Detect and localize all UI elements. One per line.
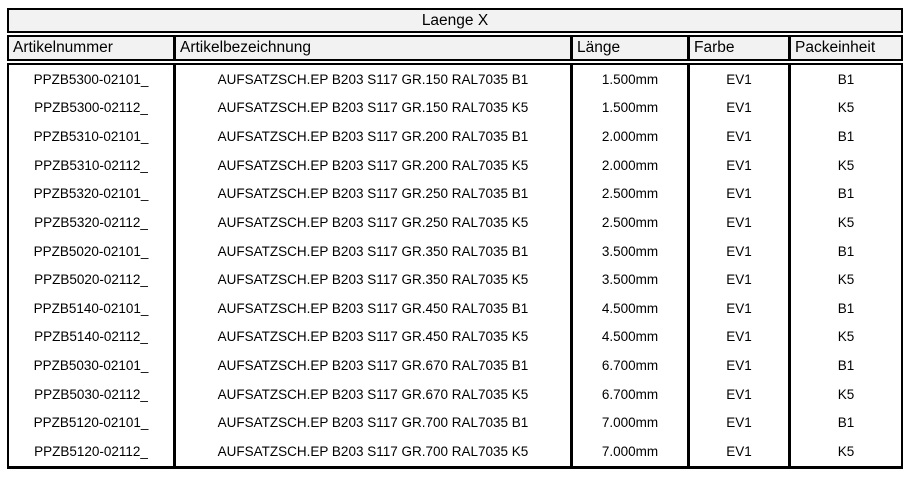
cell-artikelnummer: PPZB5020-02112_: [34, 272, 148, 288]
cell-packeinheit: B1: [788, 408, 901, 438]
cell-laenge: 1.500mm: [570, 93, 687, 123]
cell-artikelnummer: PPZB5030-02112_: [34, 386, 148, 402]
table-title: Laenge X: [7, 8, 903, 33]
column-header-farbe: Farbe: [687, 37, 788, 59]
cell-laenge: 1.500mm: [570, 65, 687, 94]
cell-packeinheit: B1: [788, 351, 901, 380]
table-row: PPZB5120-02101_ AUFSATZSCH.EP B203 S117 …: [9, 408, 901, 438]
cell-farbe: EV1: [687, 294, 788, 323]
cell-artikelnummer: PPZB5140-02101_: [33, 300, 149, 316]
cell-artikelnummer: PPZB5140-02112_: [34, 329, 148, 345]
cell-farbe: EV1: [687, 150, 788, 180]
cell-artikelnummer: PPZB5300-02112_: [34, 100, 148, 116]
cell-farbe: EV1: [687, 322, 788, 352]
table-row: PPZB5120-02112_ AUFSATZSCH.EP B203 S117 …: [9, 437, 901, 466]
cell-artikelnummer: PPZB5300-02101_: [33, 71, 149, 87]
cell-artikelnummer: PPZB5120-02101_: [33, 415, 149, 431]
cell-artikelnummer: PPZB5120-02112_: [34, 443, 148, 459]
cell-packeinheit: K5: [788, 437, 901, 466]
column-header-artikelnummer: Artikelnummer: [13, 39, 113, 56]
cell-laenge: 7.000mm: [570, 437, 687, 466]
cell-packeinheit: K5: [788, 379, 901, 409]
cell-artikelbezeichnung: AUFSATZSCH.EP B203 S117 GR.350 RAL7035 B…: [173, 236, 570, 266]
column-header-packeinheit: Packeinheit: [788, 37, 901, 59]
cell-laenge: 2.000mm: [570, 150, 687, 180]
cell-laenge: 6.700mm: [570, 351, 687, 380]
table-row: PPZB5030-02112_ AUFSATZSCH.EP B203 S117 …: [9, 379, 901, 409]
cell-artikelbezeichnung: AUFSATZSCH.EP B203 S117 GR.250 RAL7035 B…: [173, 179, 570, 209]
cell-laenge: 3.500mm: [570, 236, 687, 266]
cell-farbe: EV1: [687, 265, 788, 294]
cell-packeinheit: B1: [788, 179, 901, 209]
cell-artikelbezeichnung: AUFSATZSCH.EP B203 S117 GR.450 RAL7035 B…: [173, 294, 570, 323]
cell-packeinheit: B1: [788, 236, 901, 266]
cell-farbe: EV1: [687, 122, 788, 151]
table-row: PPZB5320-02101_ AUFSATZSCH.EP B203 S117 …: [9, 179, 901, 209]
table-row: PPZB5140-02101_ AUFSATZSCH.EP B203 S117 …: [9, 294, 901, 323]
cell-artikelbezeichnung: AUFSATZSCH.EP B203 S117 GR.150 RAL7035 B…: [173, 65, 570, 94]
cell-farbe: EV1: [687, 208, 788, 237]
cell-packeinheit: K5: [788, 265, 901, 294]
cell-artikelbezeichnung: AUFSATZSCH.EP B203 S117 GR.150 RAL7035 K…: [173, 93, 570, 123]
cell-artikelbezeichnung: AUFSATZSCH.EP B203 S117 GR.200 RAL7035 K…: [173, 150, 570, 180]
cell-artikelnummer: PPZB5320-02112_: [34, 214, 148, 230]
cell-farbe: EV1: [687, 437, 788, 466]
cell-laenge: 6.700mm: [570, 379, 687, 409]
cell-laenge: 2.500mm: [570, 208, 687, 237]
cell-artikelnummer: PPZB5020-02101_: [33, 243, 149, 259]
cell-packeinheit: K5: [788, 93, 901, 123]
cell-packeinheit: B1: [788, 294, 901, 323]
cell-laenge: 3.500mm: [570, 265, 687, 294]
cell-artikelbezeichnung: AUFSATZSCH.EP B203 S117 GR.250 RAL7035 K…: [173, 208, 570, 237]
table-row: PPZB5320-02112_ AUFSATZSCH.EP B203 S117 …: [9, 208, 901, 237]
cell-artikelbezeichnung: AUFSATZSCH.EP B203 S117 GR.700 RAL7035 K…: [173, 437, 570, 466]
cell-artikelbezeichnung: AUFSATZSCH.EP B203 S117 GR.700 RAL7035 B…: [173, 408, 570, 438]
cell-artikelbezeichnung: AUFSATZSCH.EP B203 S117 GR.670 RAL7035 B…: [173, 351, 570, 380]
table-row: PPZB5020-02112_ AUFSATZSCH.EP B203 S117 …: [9, 265, 901, 294]
cell-artikelbezeichnung: AUFSATZSCH.EP B203 S117 GR.200 RAL7035 B…: [173, 122, 570, 151]
table-header-row: Artikelnummer Artikelbezeichnung Länge F…: [7, 35, 903, 61]
table-row: PPZB5300-02112_ AUFSATZSCH.EP B203 S117 …: [9, 93, 901, 123]
table-row: PPZB5310-02101_ AUFSATZSCH.EP B203 S117 …: [9, 122, 901, 151]
cell-artikelbezeichnung: AUFSATZSCH.EP B203 S117 GR.670 RAL7035 K…: [173, 379, 570, 409]
product-table: Laenge X Artikelnummer Artikelbezeichnun…: [7, 8, 903, 469]
cell-laenge: 4.500mm: [570, 294, 687, 323]
cell-artikelnummer: PPZB5320-02101_: [33, 186, 149, 202]
cell-artikelbezeichnung: AUFSATZSCH.EP B203 S117 GR.450 RAL7035 K…: [173, 322, 570, 352]
table-row: PPZB5310-02112_ AUFSATZSCH.EP B203 S117 …: [9, 150, 901, 180]
table-row: PPZB5300-02101_ AUFSATZSCH.EP B203 S117 …: [9, 65, 901, 94]
cell-artikelnummer: PPZB5030-02101_: [33, 358, 149, 374]
table-row: PPZB5030-02101_ AUFSATZSCH.EP B203 S117 …: [9, 351, 901, 380]
cell-farbe: EV1: [687, 93, 788, 123]
cell-packeinheit: K5: [788, 208, 901, 237]
table-body: PPZB5300-02101_ AUFSATZSCH.EP B203 S117 …: [7, 63, 903, 469]
column-header-laenge: Länge: [570, 37, 687, 59]
column-header-artikelbezeichnung: Artikelbezeichnung: [173, 37, 570, 59]
table-row: PPZB5140-02112_ AUFSATZSCH.EP B203 S117 …: [9, 322, 901, 352]
cell-packeinheit: B1: [788, 122, 901, 151]
cell-packeinheit: B1: [788, 65, 901, 94]
cell-farbe: EV1: [687, 408, 788, 438]
cell-laenge: 2.500mm: [570, 179, 687, 209]
cell-farbe: EV1: [687, 179, 788, 209]
cell-artikelnummer: PPZB5310-02101_: [33, 129, 149, 145]
cell-packeinheit: K5: [788, 150, 901, 180]
cell-farbe: EV1: [687, 236, 788, 266]
cell-artikelbezeichnung: AUFSATZSCH.EP B203 S117 GR.350 RAL7035 K…: [173, 265, 570, 294]
cell-farbe: EV1: [687, 351, 788, 380]
cell-laenge: 4.500mm: [570, 322, 687, 352]
cell-packeinheit: K5: [788, 322, 901, 352]
cell-laenge: 2.000mm: [570, 122, 687, 151]
cell-farbe: EV1: [687, 65, 788, 94]
cell-artikelnummer: PPZB5310-02112_: [34, 157, 148, 173]
cell-laenge: 7.000mm: [570, 408, 687, 438]
cell-farbe: EV1: [687, 379, 788, 409]
table-row: PPZB5020-02101_ AUFSATZSCH.EP B203 S117 …: [9, 236, 901, 266]
